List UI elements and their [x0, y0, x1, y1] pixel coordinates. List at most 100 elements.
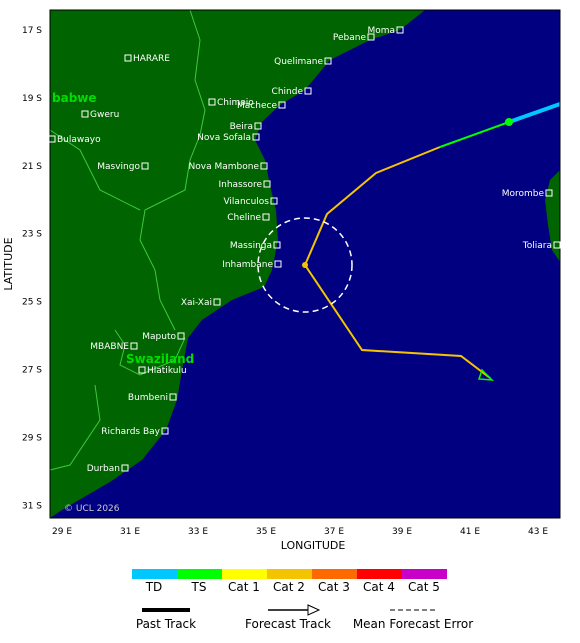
lon-tick-label: 37 E	[324, 527, 344, 537]
city-label: Inhambane	[222, 260, 273, 270]
intensity-label: Cat 2	[273, 580, 305, 594]
city-label: Pebane	[333, 33, 367, 43]
copyright: © UCL 2026	[64, 504, 120, 514]
city-marker	[254, 122, 262, 130]
city-label: Durban	[87, 464, 120, 474]
intensity-swatch	[312, 569, 357, 579]
intensity-label: Cat 5	[408, 580, 440, 594]
map-frame	[49, 9, 561, 519]
lat-tick-label: 25 S	[22, 298, 42, 308]
forecast-error-circle	[257, 217, 353, 313]
lon-tick-label: 29 E	[52, 527, 72, 537]
city-marker	[270, 197, 278, 205]
intensity-swatch	[357, 569, 402, 579]
city-label: Nova Sofala	[197, 133, 251, 143]
lon-tick-label: 33 E	[188, 527, 208, 537]
city-marker	[274, 260, 282, 268]
lon-tick-label: 41 E	[460, 527, 480, 537]
city-marker	[177, 332, 185, 340]
lon-tick-label: 43 E	[528, 527, 548, 537]
city-marker	[367, 33, 375, 41]
current-position	[505, 118, 513, 126]
city-marker	[396, 26, 404, 34]
lat-tick-label: 27 S	[22, 366, 42, 376]
city-label: Machece	[237, 101, 277, 111]
city-marker	[263, 180, 271, 188]
city-label: Bumbeni	[128, 393, 168, 403]
lat-tick-label: 17 S	[22, 26, 42, 36]
madagascar-land	[545, 170, 560, 262]
city-label: Moma	[367, 26, 395, 36]
track-legend-label: Forecast Track	[245, 617, 331, 631]
intensity-swatch	[267, 569, 312, 579]
city-marker	[169, 393, 177, 401]
lat-tick-label: 29 S	[22, 433, 42, 443]
country-label: babwe	[52, 91, 97, 105]
country-label: Swaziland	[126, 352, 194, 366]
intensity-swatch	[177, 569, 222, 579]
city-marker	[161, 427, 169, 435]
city-marker	[81, 110, 89, 118]
city-marker	[324, 57, 332, 65]
city-marker	[208, 98, 216, 106]
lat-tick-label: 19 S	[22, 94, 42, 104]
lat-tick-label: 23 S	[22, 230, 42, 240]
city-marker	[138, 366, 146, 374]
city-marker	[121, 464, 129, 472]
city-label: Hlatikulu	[147, 366, 187, 376]
intensity-label: Cat 1	[228, 580, 260, 594]
city-label: Beira	[230, 122, 253, 132]
city-marker	[278, 101, 286, 109]
track-legend-label: Mean Forecast Error	[353, 617, 473, 631]
city-marker	[260, 162, 268, 170]
lon-tick-label: 31 E	[120, 527, 140, 537]
forecast-point	[302, 262, 308, 268]
lon-tick-label: 35 E	[256, 527, 276, 537]
city-label: Masvingo	[97, 162, 140, 172]
intensity-swatch	[132, 569, 177, 579]
y-axis-label: LATITUDE	[2, 237, 15, 290]
past-track-td	[508, 102, 561, 124]
city-label: Vilanculos	[223, 197, 269, 207]
city-marker	[213, 298, 221, 306]
city-marker	[304, 87, 312, 95]
city-label: Morombe	[502, 189, 545, 199]
borders	[49, 9, 206, 471]
city-marker	[130, 342, 138, 350]
city-label: Quelimane	[274, 57, 323, 67]
city-marker	[553, 241, 561, 249]
lat-tick-label: 31 S	[22, 501, 42, 511]
intensity-swatch	[402, 569, 447, 579]
track-legend-label: Past Track	[136, 617, 196, 631]
city-label: Toliara	[522, 241, 552, 251]
city-label: Nova Mambone	[189, 162, 260, 172]
forecast-arrow	[477, 368, 494, 381]
city-label: HARARE	[133, 54, 170, 64]
intensity-swatch	[222, 569, 267, 579]
legend-forecast-arrow	[307, 604, 321, 616]
city-label: Massinga	[230, 241, 272, 251]
city-marker	[124, 54, 132, 62]
city-label: Richards Bay	[101, 427, 160, 437]
intensity-label: TS	[191, 580, 207, 594]
city-marker	[545, 189, 553, 197]
city-label: Inhassore	[218, 180, 262, 190]
city-label: Bulawayo	[57, 135, 101, 145]
city-marker	[262, 213, 270, 221]
intensity-label: Cat 4	[363, 580, 395, 594]
city-label: MBABNE	[90, 342, 129, 352]
city-label: Xai-Xai	[181, 298, 212, 308]
lat-tick-label: 21 S	[22, 162, 42, 172]
city-marker	[252, 133, 260, 141]
city-marker	[273, 241, 281, 249]
past-track-ts	[439, 121, 510, 148]
x-axis-label: LONGITUDE	[281, 539, 346, 552]
city-label: Cheline	[227, 213, 261, 223]
city-label: Chinde	[272, 87, 304, 97]
intensity-label: TD	[145, 580, 163, 594]
africa-land	[50, 10, 425, 518]
lon-tick-label: 39 E	[392, 527, 412, 537]
city-marker	[141, 162, 149, 170]
intensity-label: Cat 3	[318, 580, 350, 594]
